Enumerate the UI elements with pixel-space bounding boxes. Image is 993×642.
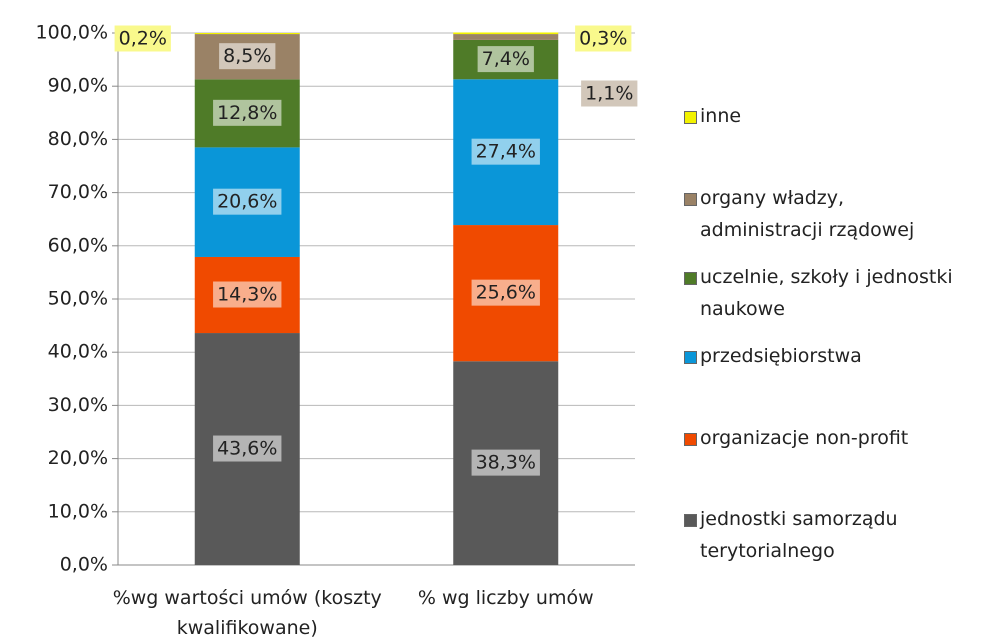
y-tick-label: 100,0% <box>36 22 108 44</box>
legend-entry: jednostki samorządu terytorialnego <box>684 503 984 567</box>
legend-swatch <box>684 111 697 124</box>
legend-swatch <box>684 514 697 527</box>
legend-swatch <box>684 272 697 285</box>
value-label: 20,6% <box>217 191 277 213</box>
legend-label: organizacje non-profit <box>700 427 909 449</box>
value-label: 14,3% <box>217 284 277 306</box>
y-tick-label: 90,0% <box>48 75 108 97</box>
legend-label: organy władzy, administracji rządowej <box>700 187 915 241</box>
y-tick-label: 80,0% <box>48 128 108 150</box>
value-label-box <box>213 188 282 215</box>
value-label: 0,2% <box>119 28 167 50</box>
legend-swatch <box>684 351 697 364</box>
value-label-box <box>477 46 534 73</box>
y-tick-label: 0,0% <box>60 554 108 576</box>
bar-segment <box>194 33 300 35</box>
x-tick-label: % wg liczby umów <box>417 587 594 609</box>
value-label-box <box>581 80 638 107</box>
value-label-box <box>114 25 171 52</box>
legend-swatch <box>684 433 697 446</box>
legend-label: przedsiębiorstwa <box>700 345 862 367</box>
y-tick-label: 50,0% <box>48 288 108 310</box>
bar-segment <box>453 34 559 40</box>
value-label-box <box>471 138 540 165</box>
legend-swatch <box>684 193 697 206</box>
y-tick-label: 30,0% <box>48 394 108 416</box>
value-label: 12,8% <box>217 102 277 124</box>
legend-entry: organy władzy, administracji rządowej <box>684 182 984 246</box>
value-label: 8,5% <box>223 45 271 67</box>
legend-entry: uczelnie, szkoły i jednostki naukowe <box>684 261 984 325</box>
value-label: 25,6% <box>476 282 536 304</box>
y-tick-label: 20,0% <box>48 447 108 469</box>
y-tick-label: 40,0% <box>48 341 108 363</box>
y-tick-label: 70,0% <box>48 181 108 203</box>
legend-entry: inne <box>684 100 984 132</box>
value-label: 43,6% <box>217 438 277 460</box>
value-label-box <box>471 449 540 476</box>
value-label-box <box>213 99 282 126</box>
value-label-box <box>213 435 282 462</box>
x-tick-label: %wg wartości umów (koszty kwalifikowane) <box>112 587 382 639</box>
legend-entry: organizacje non-profit <box>684 422 984 454</box>
value-label-box <box>219 43 276 70</box>
y-tick-label: 10,0% <box>48 500 108 522</box>
legend-label: uczelnie, szkoły i jednostki naukowe <box>700 266 953 320</box>
value-label-box <box>575 25 632 52</box>
y-tick-label: 60,0% <box>48 234 108 256</box>
value-label: 7,4% <box>482 48 530 70</box>
value-label: 27,4% <box>476 141 536 163</box>
value-label: 1,1% <box>585 83 633 105</box>
bar-segment <box>453 32 559 35</box>
legend-label: inne <box>700 105 742 127</box>
value-label: 38,3% <box>476 452 536 474</box>
value-label-box <box>213 281 282 308</box>
legend-label: jednostki samorządu terytorialnego <box>700 508 898 562</box>
value-label-box <box>471 279 540 306</box>
value-label: 0,3% <box>579 28 627 50</box>
legend-entry: przedsiębiorstwa <box>684 340 984 372</box>
